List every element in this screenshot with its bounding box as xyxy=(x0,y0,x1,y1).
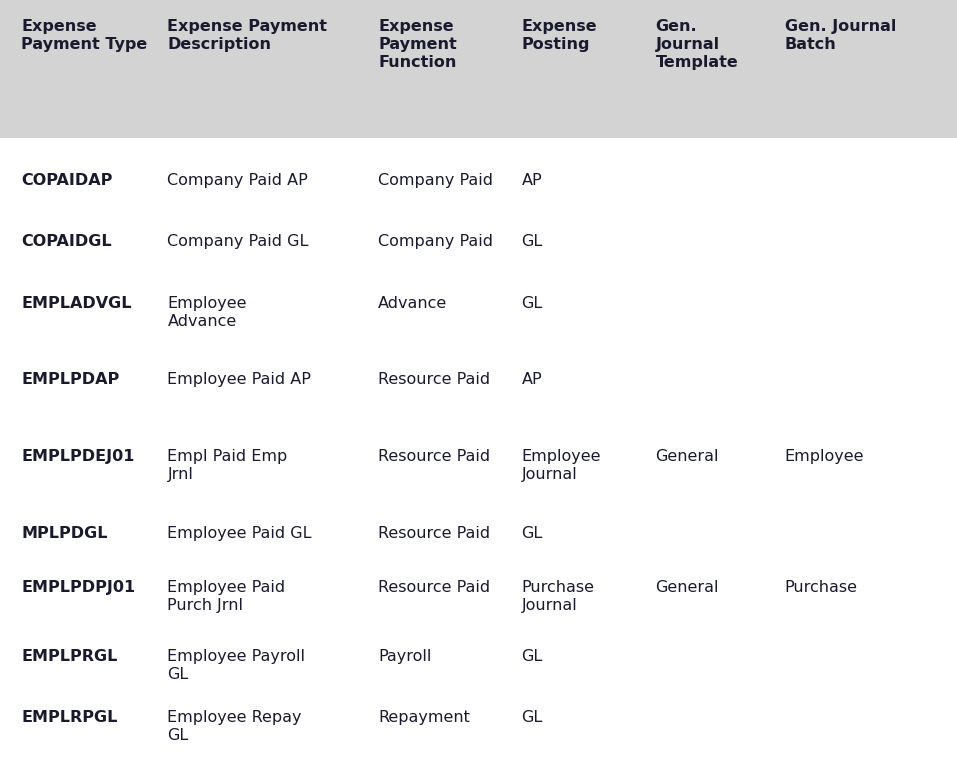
Text: Company Paid GL: Company Paid GL xyxy=(167,234,309,250)
Text: Employee Paid AP: Employee Paid AP xyxy=(167,372,311,388)
Text: COPAIDAP: COPAIDAP xyxy=(21,173,112,188)
Text: Resource Paid: Resource Paid xyxy=(378,526,490,541)
Text: GL: GL xyxy=(522,649,543,664)
Text: Repayment: Repayment xyxy=(378,710,470,726)
Text: Employee: Employee xyxy=(785,449,864,465)
Text: Expense
Posting: Expense Posting xyxy=(522,19,597,52)
Text: EMPLADVGL: EMPLADVGL xyxy=(21,296,131,311)
Text: GL: GL xyxy=(522,526,543,541)
Text: AP: AP xyxy=(522,372,543,388)
Text: Expense Payment
Description: Expense Payment Description xyxy=(167,19,327,52)
Text: EMPLPDAP: EMPLPDAP xyxy=(21,372,120,388)
FancyBboxPatch shape xyxy=(0,0,957,138)
Text: COPAIDGL: COPAIDGL xyxy=(21,234,112,250)
Text: Gen. Journal
Batch: Gen. Journal Batch xyxy=(785,19,896,52)
Text: Company Paid AP: Company Paid AP xyxy=(167,173,308,188)
Text: Payroll: Payroll xyxy=(378,649,432,664)
Text: Expense
Payment
Function: Expense Payment Function xyxy=(378,19,456,70)
Text: Expense
Payment Type: Expense Payment Type xyxy=(21,19,147,52)
Text: MPLPDGL: MPLPDGL xyxy=(21,526,107,541)
Text: Employee Payroll
GL: Employee Payroll GL xyxy=(167,649,305,682)
Text: EMPLRPGL: EMPLRPGL xyxy=(21,710,118,726)
Text: EMPLPRGL: EMPLPRGL xyxy=(21,649,118,664)
Text: Purchase: Purchase xyxy=(785,580,857,595)
Text: EMPLPDPJ01: EMPLPDPJ01 xyxy=(21,580,135,595)
Text: Company Paid: Company Paid xyxy=(378,173,493,188)
Text: Company Paid: Company Paid xyxy=(378,234,493,250)
Text: Employee
Journal: Employee Journal xyxy=(522,449,601,482)
Text: Resource Paid: Resource Paid xyxy=(378,580,490,595)
Text: EMPLPDEJ01: EMPLPDEJ01 xyxy=(21,449,134,465)
Text: Employee Repay
GL: Employee Repay GL xyxy=(167,710,302,743)
Text: Advance: Advance xyxy=(378,296,447,311)
Text: GL: GL xyxy=(522,234,543,250)
Text: General: General xyxy=(656,580,719,595)
Text: GL: GL xyxy=(522,296,543,311)
Text: GL: GL xyxy=(522,710,543,726)
Text: Employee Paid
Purch Jrnl: Employee Paid Purch Jrnl xyxy=(167,580,285,613)
Text: Empl Paid Emp
Jrnl: Empl Paid Emp Jrnl xyxy=(167,449,288,482)
Text: Purchase
Journal: Purchase Journal xyxy=(522,580,594,613)
Text: Resource Paid: Resource Paid xyxy=(378,372,490,388)
Text: AP: AP xyxy=(522,173,543,188)
Text: Employee
Advance: Employee Advance xyxy=(167,296,247,329)
Text: General: General xyxy=(656,449,719,465)
Text: Resource Paid: Resource Paid xyxy=(378,449,490,465)
Text: Employee Paid GL: Employee Paid GL xyxy=(167,526,312,541)
Text: Gen.
Journal
Template: Gen. Journal Template xyxy=(656,19,738,70)
